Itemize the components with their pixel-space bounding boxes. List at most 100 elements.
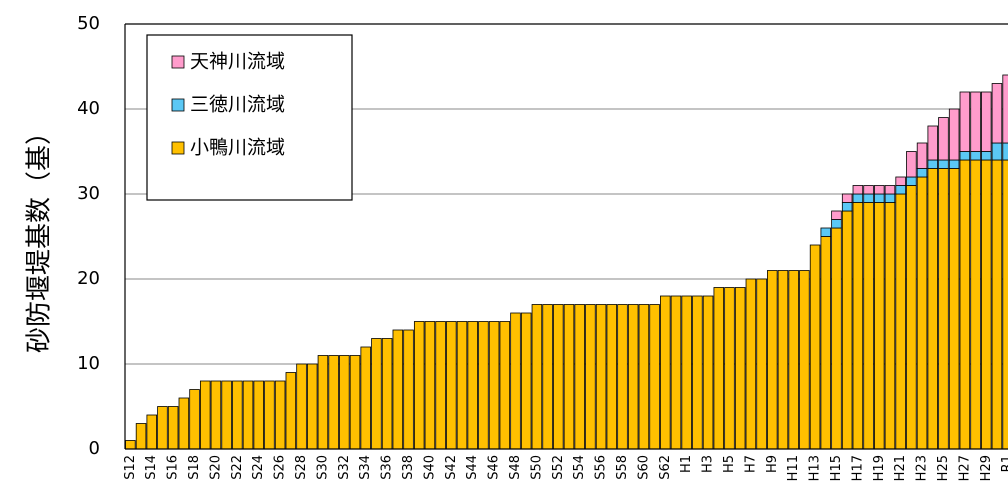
bar-segment	[617, 304, 628, 450]
bar-segment	[553, 304, 564, 450]
x-tick-label: S22	[230, 455, 245, 480]
y-tick-label: 0	[89, 438, 100, 459]
bar-segment	[585, 304, 596, 450]
bar-segment	[981, 159, 992, 450]
bar-segment	[948, 159, 960, 169]
bar-segment	[606, 304, 618, 450]
x-tick-label: S14	[144, 455, 159, 480]
legend-label: 天神川流域	[190, 51, 285, 73]
bar-segment	[467, 321, 478, 450]
bar-segment	[317, 355, 329, 450]
x-tick-label: S18	[187, 455, 202, 480]
bar-segment	[927, 125, 939, 161]
x-tick-label: S50	[529, 455, 544, 480]
bar-segment	[895, 176, 906, 186]
x-tick-label: S26	[273, 455, 288, 480]
bar-segment	[745, 278, 757, 450]
bar-segment	[852, 193, 864, 203]
y-tick-label: 20	[77, 268, 100, 289]
x-tick-label: S58	[615, 455, 630, 480]
bar-segment	[734, 287, 746, 450]
bar-segment	[499, 321, 511, 450]
x-tick-label: S34	[358, 455, 373, 480]
bar-segment	[927, 159, 939, 169]
bar-segment	[809, 244, 821, 450]
bar-segment	[948, 168, 960, 450]
x-tick-label: S44	[465, 455, 480, 480]
bar-segment	[831, 219, 842, 229]
bar-segment	[799, 270, 810, 450]
bar-segment	[189, 389, 200, 450]
bar-segment	[424, 321, 436, 450]
bar-segment	[135, 423, 147, 450]
bar-segment	[841, 193, 853, 203]
x-tick-label: S62	[658, 455, 673, 480]
bar-segment	[328, 355, 339, 450]
bar-segment	[852, 202, 864, 450]
x-tick-label: S36	[380, 455, 395, 480]
x-tick-label: H25	[936, 455, 951, 481]
bar-segment	[1002, 142, 1008, 161]
bar-segment	[863, 185, 874, 195]
x-tick-label: S32	[337, 455, 352, 480]
x-tick-label: S46	[487, 455, 502, 480]
bar-segment	[927, 168, 939, 450]
bar-segment	[916, 176, 928, 450]
bar-segment	[938, 159, 949, 169]
bar-segment	[403, 329, 414, 450]
bar-segment	[413, 321, 425, 450]
bar-segment	[510, 312, 521, 450]
y-axis-label: 砂防堰堤基数（基）	[25, 119, 55, 353]
y-tick-label: 30	[77, 183, 100, 204]
bar-segment	[863, 202, 874, 450]
bar-segment	[713, 287, 725, 450]
bar-segment	[841, 202, 853, 212]
bar-segment	[563, 304, 575, 450]
bar-segment	[959, 151, 971, 161]
bar-segment	[970, 159, 981, 450]
bar-segment	[242, 380, 254, 450]
bar-segment	[264, 380, 275, 450]
bar-segment	[895, 193, 906, 450]
bar-segment	[863, 193, 874, 203]
bar-segment	[306, 363, 318, 450]
bar-segment	[446, 321, 457, 450]
bar-segment	[253, 380, 264, 450]
bar-segment	[638, 304, 650, 450]
bar-segment	[938, 168, 949, 450]
bar-segment	[178, 397, 190, 450]
bar-segment	[339, 355, 350, 450]
bar-segment	[210, 380, 222, 450]
bar-segment	[906, 176, 917, 186]
bar-segment	[692, 295, 703, 450]
y-tick-label: 10	[77, 353, 100, 374]
bar-segment	[767, 270, 778, 450]
bar-segment	[820, 236, 832, 450]
bar-segment	[221, 380, 232, 450]
bar-segment	[852, 185, 864, 195]
bar-segment	[520, 312, 532, 450]
x-tick-label: S20	[208, 455, 223, 480]
bar-segment	[574, 304, 585, 450]
x-tick-label: S54	[572, 455, 587, 480]
x-tick-label: H19	[872, 455, 887, 481]
x-tick-label: H27	[957, 455, 972, 481]
x-tick-label: H3	[701, 455, 716, 473]
x-tick-label: H9	[765, 455, 780, 473]
x-tick-label: H13	[808, 455, 823, 481]
bar-segment	[841, 210, 853, 450]
bar-segment	[371, 338, 382, 450]
legend-marker	[171, 98, 185, 112]
bar-segment	[948, 108, 960, 161]
x-tick-label: S24	[251, 455, 266, 480]
x-tick-label: S52	[551, 455, 566, 480]
x-tick-label: H5	[722, 455, 737, 473]
bar-segment	[478, 321, 489, 450]
bar-segment	[981, 91, 992, 152]
x-tick-label: S48	[508, 455, 523, 480]
bar-segment	[884, 202, 896, 450]
bar-segment	[884, 193, 896, 203]
bar-segment	[702, 295, 714, 450]
bar-segment	[232, 380, 243, 450]
legend-marker	[171, 141, 185, 155]
